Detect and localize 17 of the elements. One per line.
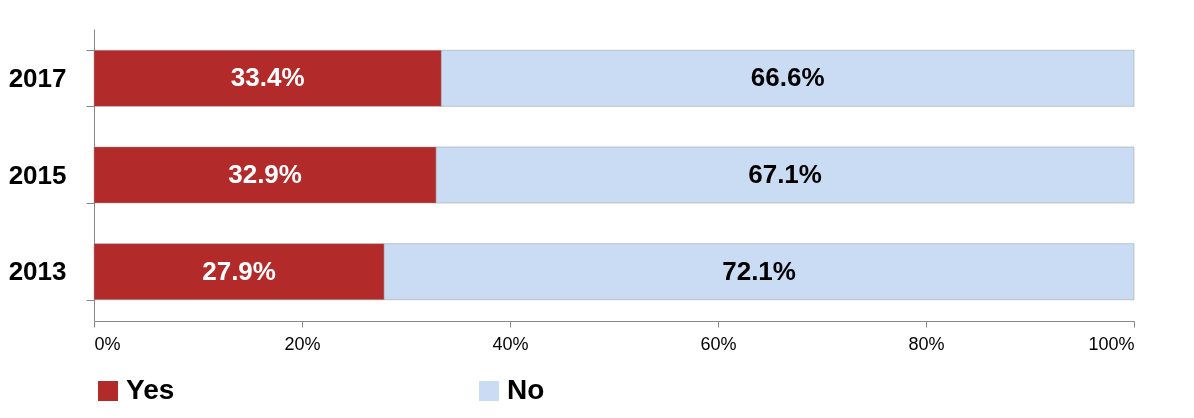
x-tick-label: 60% [700,333,737,354]
x-tick-label: 0% [94,333,121,354]
x-tick-label: 80% [908,333,945,354]
x-tick-label: 100% [1088,333,1135,354]
data-label: 32.9% [228,159,302,189]
data-label: 27.9% [202,255,276,286]
data-label: 67.1% [748,159,822,189]
data-label: 66.6% [750,62,825,93]
x-tick-label: 20% [284,333,321,354]
y-tick-label: 2013 [8,256,67,287]
data-label: 72.1% [722,255,796,286]
x-tick-label: 40% [492,333,529,354]
legend-label: No [507,374,545,405]
y-tick-label: 2017 [8,62,67,93]
y-tick-label: 2015 [8,159,67,190]
legend-label: Yes [126,374,175,405]
data-label: 33.4% [230,62,305,93]
